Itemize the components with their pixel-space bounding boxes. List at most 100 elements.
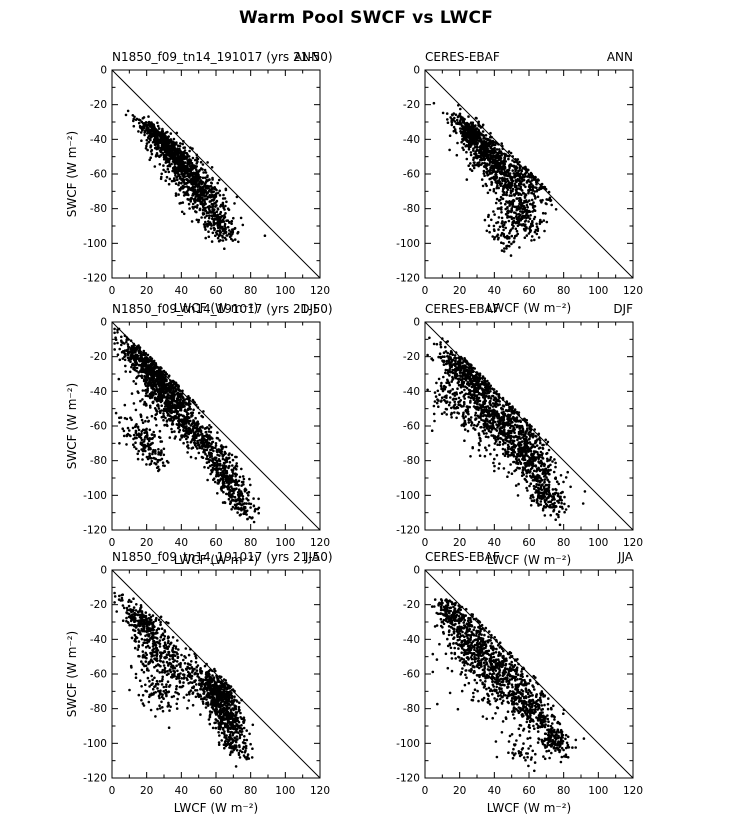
svg-text:0: 0 [422, 537, 429, 549]
svg-text:-60: -60 [90, 421, 107, 433]
panel-season-label: ANN [606, 50, 633, 64]
panel-model-ann: N1850_f09_tn14_191017 (yrs 21-50) ANN 0 2… [62, 50, 333, 318]
svg-text:60: 60 [522, 785, 535, 797]
svg-text:120: 120 [310, 285, 330, 297]
svg-text:-80: -80 [90, 203, 107, 215]
svg-text:SWCF (W m⁻²): SWCF (W m⁻²) [65, 131, 79, 217]
svg-text:60: 60 [209, 285, 222, 297]
svg-text:0: 0 [422, 785, 429, 797]
svg-text:-40: -40 [90, 134, 107, 146]
svg-text:40: 40 [175, 285, 188, 297]
svg-text:20: 20 [453, 785, 466, 797]
svg-text:-100: -100 [83, 490, 107, 502]
svg-text:100: 100 [275, 537, 295, 549]
svg-text:-60: -60 [403, 669, 420, 681]
svg-text:0: 0 [109, 537, 116, 549]
svg-text:0: 0 [413, 65, 420, 77]
panel-title: CERES-EBAF [425, 550, 500, 564]
svg-text:0: 0 [413, 317, 420, 329]
svg-text:SWCF (W m⁻²): SWCF (W m⁻²) [65, 631, 79, 717]
svg-text:60: 60 [522, 537, 535, 549]
svg-text:80: 80 [244, 537, 257, 549]
figure-title: Warm Pool SWCF vs LWCF [238, 8, 494, 28]
panel-model-djf: N1850_f09_tn14_191017 (yrs 21-50) DJF 0 2… [62, 302, 333, 570]
panel-title: CERES-EBAF [425, 50, 500, 64]
panel-obs-ann: CERES-EBAF ANN 0 20 40 60 80 100 120 0 -20 -40 -60… [375, 50, 645, 318]
svg-text:LWCF (W m⁻²): LWCF (W m⁻²) [174, 553, 258, 567]
svg-text:120: 120 [623, 537, 643, 549]
scatter-plot-model-djf: 0 20 40 60 80 100 120 0 -20 -40 -60 -80 -100 -120 LWCF… [65, 317, 330, 568]
svg-text:LWCF (W m⁻²): LWCF (W m⁻²) [174, 801, 258, 815]
svg-text:-80: -80 [403, 455, 420, 467]
svg-text:LWCF (W m⁻²): LWCF (W m⁻²) [487, 553, 571, 567]
svg-text:40: 40 [488, 285, 501, 297]
svg-text:-20: -20 [403, 351, 420, 363]
svg-text:LWCF (W m⁻²): LWCF (W m⁻²) [487, 801, 571, 815]
svg-text:-20: -20 [403, 599, 420, 611]
svg-text:-100: -100 [396, 238, 420, 250]
svg-text:80: 80 [244, 285, 257, 297]
svg-text:-80: -80 [90, 455, 107, 467]
svg-text:-40: -40 [403, 134, 420, 146]
panel-season-label: DJF [300, 302, 320, 316]
svg-text:-40: -40 [403, 386, 420, 398]
svg-text:-60: -60 [90, 669, 107, 681]
svg-text:40: 40 [175, 537, 188, 549]
svg-text:-60: -60 [90, 169, 107, 181]
svg-text:-120: -120 [83, 273, 107, 285]
svg-text:80: 80 [557, 537, 570, 549]
svg-text:100: 100 [588, 785, 608, 797]
svg-text:20: 20 [140, 785, 153, 797]
svg-text:60: 60 [209, 537, 222, 549]
svg-text:60: 60 [522, 285, 535, 297]
svg-text:40: 40 [488, 537, 501, 549]
svg-text:20: 20 [140, 537, 153, 549]
svg-text:LWCF (W m⁻²): LWCF (W m⁻²) [174, 301, 258, 315]
svg-text:-80: -80 [90, 703, 107, 715]
svg-text:-40: -40 [90, 634, 107, 646]
scatter-plot-obs-jja: 0 20 40 60 80 100 120 0 -20 -40 -60 -80 -100 -120 LWCF… [396, 565, 643, 816]
panel-title: N1850_f09_tn14_191017 (yrs 21-50) [112, 302, 333, 316]
svg-text:-20: -20 [403, 99, 420, 111]
svg-text:-60: -60 [403, 421, 420, 433]
svg-text:-80: -80 [403, 203, 420, 215]
panel-season-label: ANN [293, 50, 320, 64]
svg-text:-100: -100 [83, 738, 107, 750]
svg-text:-40: -40 [403, 634, 420, 646]
svg-text:-120: -120 [396, 773, 420, 785]
scatter-plot-obs-djf: 0 20 40 60 80 100 120 0 -20 -40 -60 -80 -100 -120 LWCF… [396, 317, 643, 568]
svg-text:20: 20 [453, 285, 466, 297]
panel-season-label: JJA [617, 550, 633, 564]
svg-text:120: 120 [310, 785, 330, 797]
svg-text:-120: -120 [396, 273, 420, 285]
panel-model-jja: N1850_f09_tn14_191017 (yrs 21-50) JJA 0 2… [62, 550, 333, 818]
svg-text:-100: -100 [83, 238, 107, 250]
svg-text:60: 60 [209, 785, 222, 797]
svg-text:-20: -20 [90, 599, 107, 611]
svg-text:120: 120 [623, 785, 643, 797]
svg-text:0: 0 [100, 565, 107, 577]
svg-text:-40: -40 [90, 386, 107, 398]
panel-season-label: DJF [613, 302, 633, 316]
panel-obs-djf: CERES-EBAF DJF 0 20 40 60 80 100 120 0 -20 -40 -60… [375, 302, 645, 570]
svg-text:-100: -100 [396, 738, 420, 750]
panel-title: N1850_f09_tn14_191017 (yrs 21-50) [112, 50, 333, 64]
svg-text:0: 0 [109, 285, 116, 297]
svg-text:-20: -20 [90, 351, 107, 363]
scatter-plot-obs-ann: 0 20 40 60 80 100 120 0 -20 -40 -60 -80 -100 -120 LWCF… [396, 65, 643, 316]
svg-text:100: 100 [588, 537, 608, 549]
scatter-plot-model-jja: 0 20 40 60 80 100 120 0 -20 -40 -60 -80 -100 -120 LWCF… [65, 565, 330, 816]
svg-text:120: 120 [623, 285, 643, 297]
svg-text:0: 0 [422, 285, 429, 297]
panel-title: N1850_f09_tn14_191017 (yrs 21-50) [112, 550, 333, 564]
svg-text:100: 100 [275, 285, 295, 297]
svg-text:LWCF (W m⁻²): LWCF (W m⁻²) [487, 301, 571, 315]
svg-text:40: 40 [175, 785, 188, 797]
panel-obs-jja: CERES-EBAF JJA 0 20 40 60 80 100 120 0 -20 -40 -60… [375, 550, 645, 818]
svg-text:100: 100 [275, 785, 295, 797]
svg-text:-20: -20 [90, 99, 107, 111]
svg-text:80: 80 [244, 785, 257, 797]
svg-text:80: 80 [557, 785, 570, 797]
svg-text:-120: -120 [396, 525, 420, 537]
svg-text:0: 0 [100, 317, 107, 329]
